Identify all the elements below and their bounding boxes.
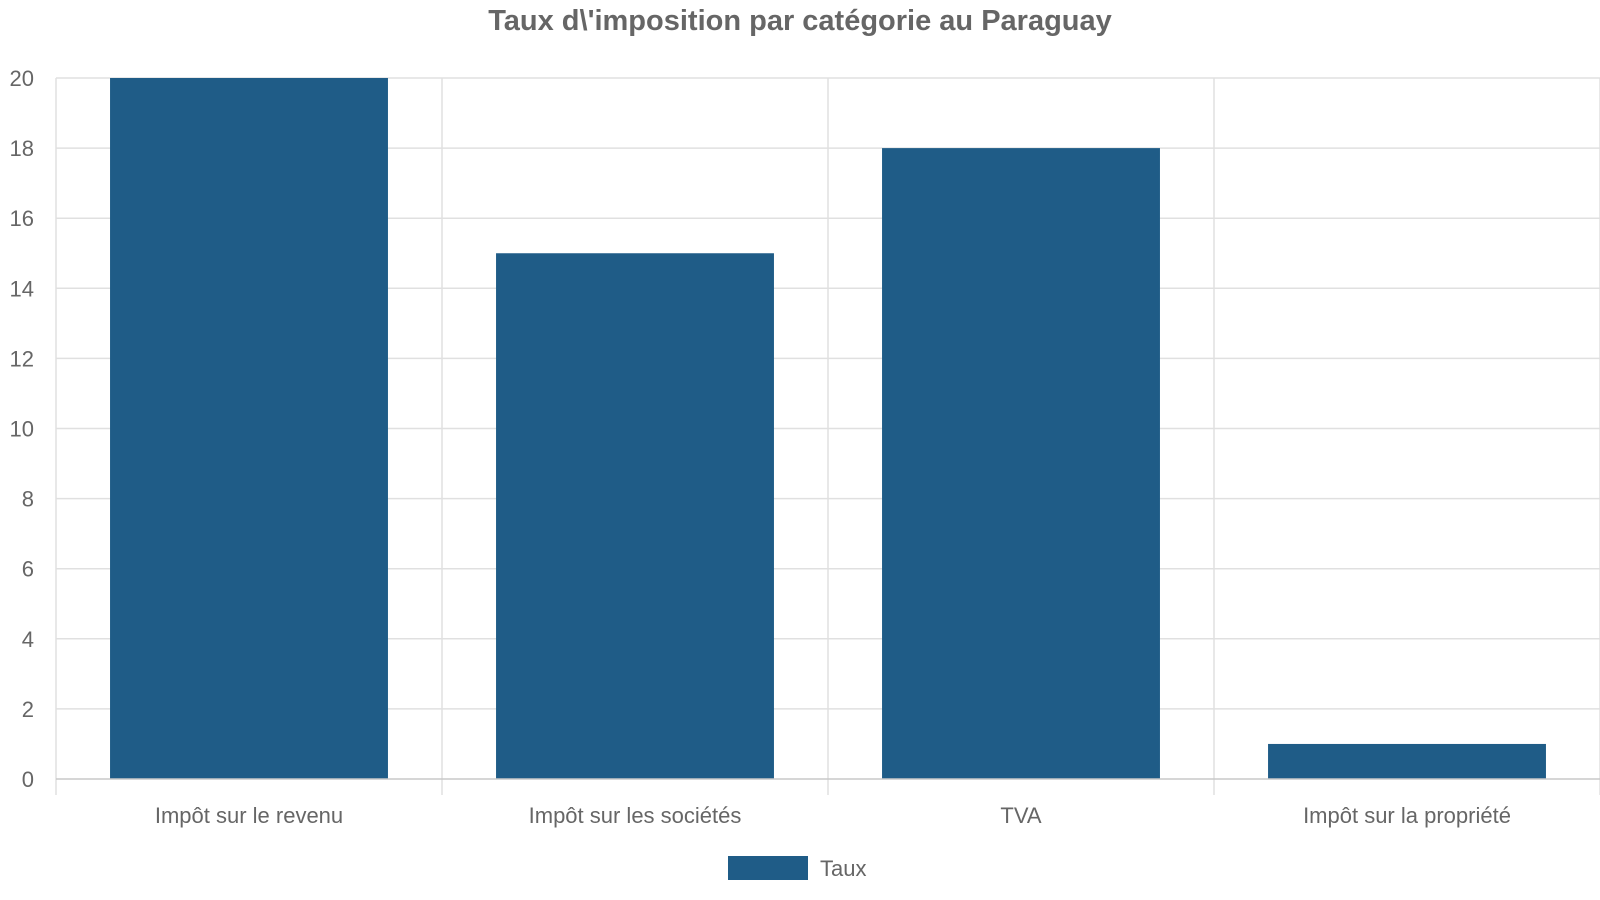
y-tick-label: 6 <box>22 557 34 582</box>
y-tick-label: 20 <box>10 66 34 91</box>
x-tick-label: Impôt sur la propriété <box>1303 803 1511 828</box>
chart-title: Taux d\'imposition par catégorie au Para… <box>488 5 1112 37</box>
y-tick-label: 12 <box>10 346 34 371</box>
bar-layer <box>110 78 1546 780</box>
legend-swatch <box>728 856 808 880</box>
bar <box>496 253 774 779</box>
y-tick-label: 0 <box>22 767 34 792</box>
x-tick-label: Impôt sur le revenu <box>155 803 343 828</box>
y-tick-label: 2 <box>22 697 34 722</box>
axis-layer: 0 2 4 6 8 10 12 14 16 18 20 Impôt sur le revenu Impô… <box>10 66 1600 828</box>
x-tick-label: Impôt sur les sociétés <box>529 803 742 828</box>
legend-label: Taux <box>820 856 866 881</box>
y-tick-label: 14 <box>10 276 34 301</box>
y-tick-label: 8 <box>22 487 34 512</box>
legend[interactable]: Taux <box>728 856 866 881</box>
bar <box>882 148 1160 780</box>
x-tick-label: TVA <box>1000 803 1041 828</box>
bar <box>1268 743 1546 779</box>
y-tick-label: 18 <box>10 136 34 161</box>
y-tick-label: 16 <box>10 206 34 231</box>
y-tick-label: 10 <box>10 417 34 442</box>
bar <box>110 78 388 779</box>
y-tick-label: 4 <box>22 627 34 652</box>
